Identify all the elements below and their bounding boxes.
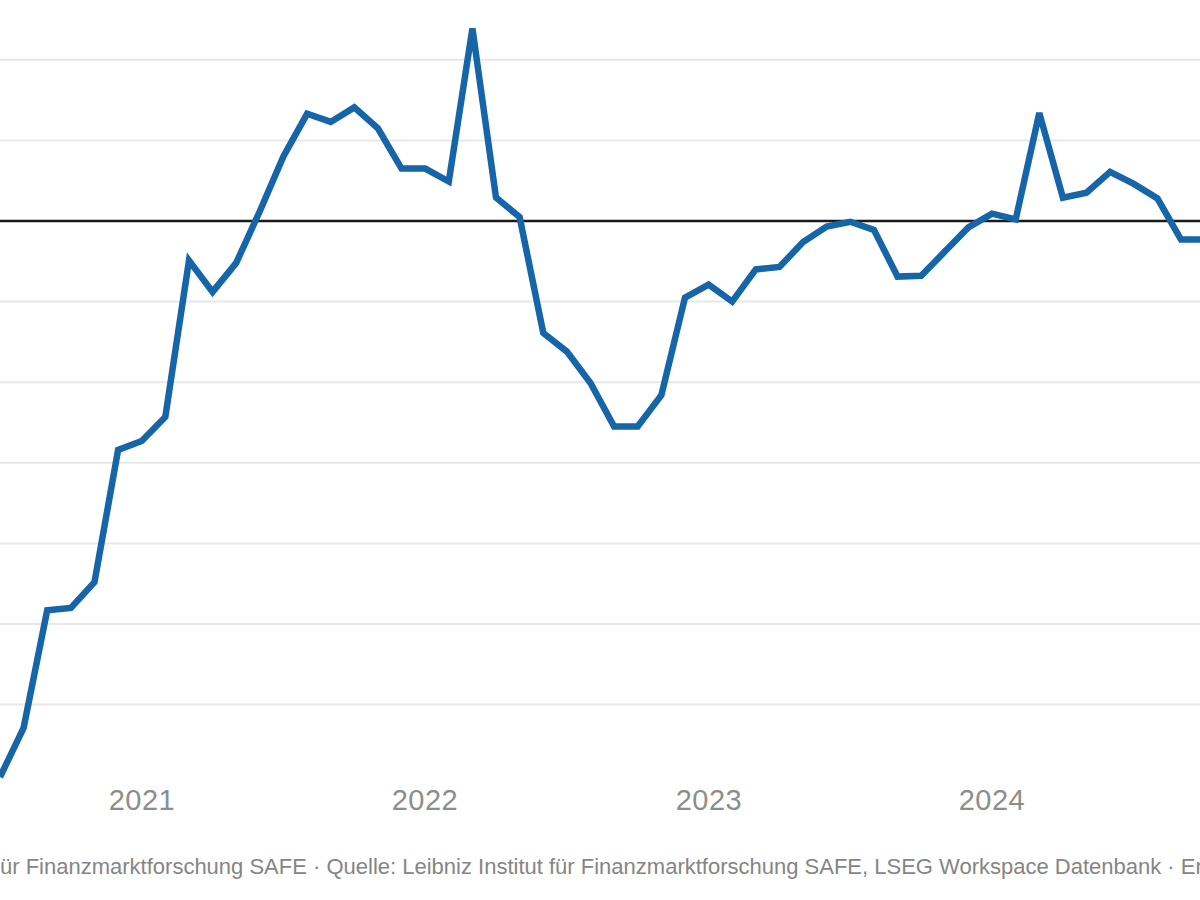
chart-canvas: 2021 2022 2023 2024 ür Finanzmarktforsch… [0, 0, 1200, 900]
x-tick-label-2023: 2023 [639, 786, 779, 815]
source-caption: ür Finanzmarktforschung SAFE · Quelle: L… [0, 853, 1200, 881]
x-tick-label-2021: 2021 [72, 786, 212, 815]
x-tick-label-2024: 2024 [922, 786, 1062, 815]
x-tick-label-2022: 2022 [355, 786, 495, 815]
line-chart-plot [0, 0, 1200, 835]
